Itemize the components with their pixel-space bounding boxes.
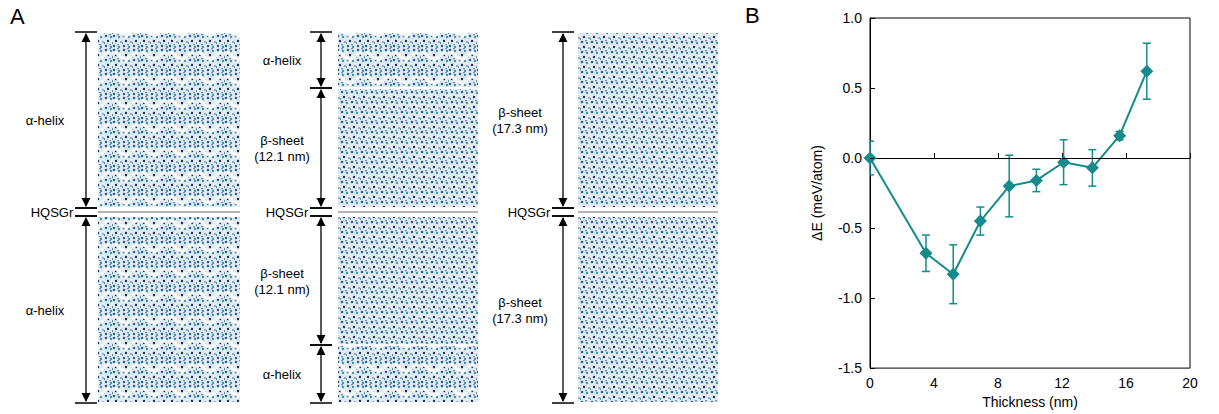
svg-text:20: 20 [1182,375,1198,391]
svg-text:B: B [745,3,760,28]
svg-text:ΔE (meV/atom): ΔE (meV/atom) [809,145,825,241]
svg-text:β-sheet(17.3 nm): β-sheet(17.3 nm) [492,105,548,136]
svg-text:α-helix: α-helix [26,113,65,128]
svg-text:0.5: 0.5 [843,80,863,96]
svg-text:HQSGr: HQSGr [508,205,551,220]
svg-text:0: 0 [866,375,874,391]
svg-text:β-sheet(17.3 nm): β-sheet(17.3 nm) [492,295,548,326]
svg-text:A: A [10,4,25,29]
svg-text:-1.0: -1.0 [838,290,862,306]
svg-text:HQSGr: HQSGr [266,205,309,220]
svg-text:β-sheet(12.1 nm): β-sheet(12.1 nm) [254,133,310,164]
svg-text:8: 8 [994,375,1002,391]
svg-text:16: 16 [1118,375,1134,391]
svg-text:α-helix: α-helix [263,53,302,68]
svg-text:HQSGr: HQSGr [31,205,74,220]
svg-text:12: 12 [1054,375,1070,391]
svg-text:0.0: 0.0 [843,150,863,166]
svg-text:1.0: 1.0 [843,10,863,26]
svg-text:-0.5: -0.5 [838,220,862,236]
svg-text:Thickness (nm): Thickness (nm) [982,394,1078,410]
svg-text:α-helix: α-helix [26,303,65,318]
svg-text:β-sheet(12.1 nm): β-sheet(12.1 nm) [254,266,310,297]
svg-text:-1.5: -1.5 [838,360,862,376]
svg-text:α-helix: α-helix [263,367,302,382]
svg-text:4: 4 [930,375,938,391]
